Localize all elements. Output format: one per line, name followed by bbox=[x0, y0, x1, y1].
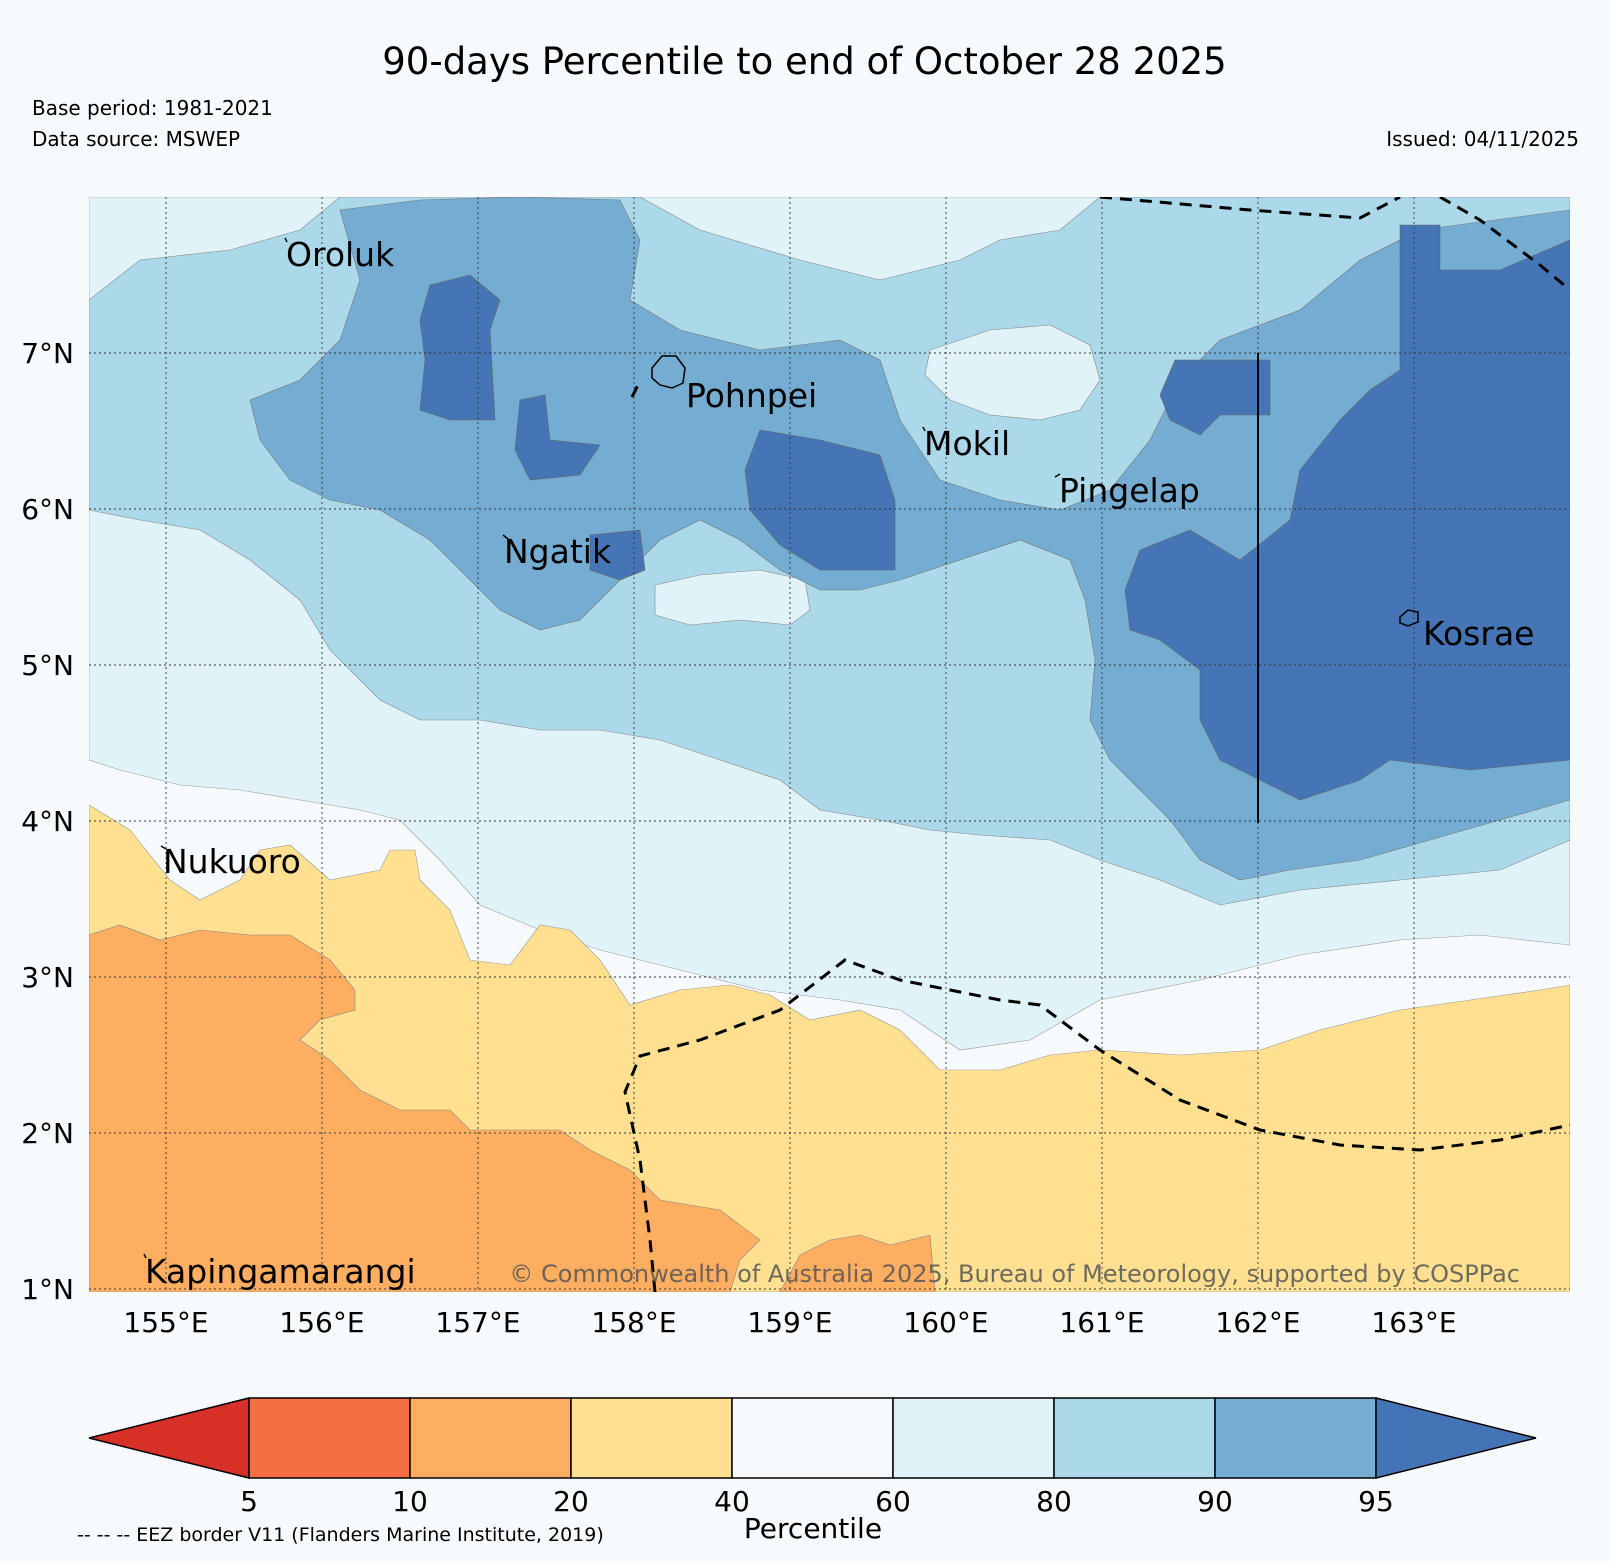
lat-label: 4°N bbox=[21, 805, 74, 838]
place-label-pingelap: Pingelap bbox=[1059, 471, 1200, 510]
colorbar-tick: 10 bbox=[392, 1485, 428, 1518]
band-95-plus-patch-4 bbox=[514, 394, 601, 481]
island-markers bbox=[143, 237, 1061, 1259]
colorbar-tick: 60 bbox=[875, 1485, 911, 1518]
colorbar-segment-90-95 bbox=[1214, 1397, 1377, 1479]
map-title: 90-days Percentile to end of October 28 … bbox=[382, 40, 1227, 83]
colorbar bbox=[88, 1397, 1537, 1479]
place-label-pohnpei: Pohnpei bbox=[686, 376, 817, 415]
base-period: Base period: 1981-2021 bbox=[32, 96, 273, 120]
lon-label: 155°E bbox=[123, 1306, 208, 1339]
colorbar-segment-5-10 bbox=[248, 1397, 411, 1479]
place-labels: Oroluk Pohnpei Mokil Pingelap Ngatik Kos… bbox=[145, 235, 1534, 1291]
lon-label: 159°E bbox=[747, 1306, 832, 1339]
eez-legend-note: -- -- -- EEZ border V11 (Flanders Marine… bbox=[77, 1524, 604, 1546]
colorbar-segment-80-90 bbox=[1053, 1397, 1216, 1479]
band-60-80-hole-2 bbox=[924, 324, 1101, 421]
colorbar-tick: 40 bbox=[714, 1485, 750, 1518]
graticule bbox=[89, 197, 1570, 1292]
band-10-20 bbox=[89, 924, 761, 1292]
data-source: Data source: MSWEP bbox=[32, 127, 241, 151]
band-95-plus-patch-2 bbox=[744, 429, 896, 571]
issued-date: Issued: 04/11/2025 bbox=[1386, 127, 1579, 151]
place-label-kosrae: Kosrae bbox=[1423, 614, 1534, 653]
band-95-plus-patch-3 bbox=[419, 274, 501, 421]
place-label-ngatik: Ngatik bbox=[504, 532, 612, 571]
band-10-20-patch bbox=[779, 1234, 936, 1292]
copyright-notice: © Commonwealth of Australia 2025, Bureau… bbox=[509, 1260, 1520, 1288]
colorbar-tick: 5 bbox=[240, 1485, 258, 1518]
colorbar-segment-40-60 bbox=[731, 1397, 894, 1479]
percentile-map bbox=[89, 197, 1570, 1292]
latitude-labels: 1°N 2°N 3°N 4°N 5°N 6°N 7°N bbox=[21, 337, 74, 1306]
lat-label: 6°N bbox=[21, 493, 74, 526]
lon-label: 158°E bbox=[591, 1306, 676, 1339]
colorbar-ticks: 5 10 20 40 60 80 90 95 bbox=[240, 1485, 1394, 1518]
place-label-kapingamarangi: Kapingamarangi bbox=[145, 1252, 416, 1291]
colorbar-tick: 95 bbox=[1358, 1485, 1394, 1518]
lat-label: 3°N bbox=[21, 961, 74, 994]
lon-label: 162°E bbox=[1215, 1306, 1300, 1339]
lat-label: 1°N bbox=[21, 1273, 74, 1306]
place-label-mokil: Mokil bbox=[924, 424, 1010, 463]
lon-label: 156°E bbox=[279, 1306, 364, 1339]
lat-label: 2°N bbox=[21, 1117, 74, 1150]
colorbar-label: Percentile bbox=[744, 1512, 882, 1545]
lon-label: 157°E bbox=[435, 1306, 520, 1339]
lat-label: 5°N bbox=[21, 649, 74, 682]
kosrae-island-outline bbox=[1399, 609, 1419, 627]
place-label-nukuoro: Nukuoro bbox=[163, 842, 301, 881]
lat-label: 7°N bbox=[21, 337, 74, 370]
band-95-plus-patch-1 bbox=[1159, 359, 1271, 436]
colorbar-segment-below-5 bbox=[88, 1397, 250, 1479]
colorbar-segment-60-80 bbox=[892, 1397, 1055, 1479]
pohnpei-island-outline bbox=[651, 355, 686, 389]
colorbar-tick: 80 bbox=[1036, 1485, 1072, 1518]
colorbar-tick: 20 bbox=[553, 1485, 589, 1518]
band-95-plus-east bbox=[1124, 224, 1570, 801]
longitude-labels: 155°E 156°E 157°E 158°E 159°E 160°E 161°… bbox=[123, 1306, 1456, 1339]
lon-label: 160°E bbox=[903, 1306, 988, 1339]
lon-label: 161°E bbox=[1059, 1306, 1144, 1339]
colorbar-segment-20-40 bbox=[570, 1397, 733, 1479]
band-60-80-hole bbox=[654, 569, 811, 626]
colorbar-segment-above-95 bbox=[1375, 1397, 1537, 1479]
colorbar-tick: 90 bbox=[1197, 1485, 1233, 1518]
eez-border bbox=[623, 197, 1570, 1292]
band-95-plus-patch-5 bbox=[589, 529, 646, 581]
place-label-oroluk: Oroluk bbox=[286, 235, 395, 274]
colorbar-segment-10-20 bbox=[409, 1397, 572, 1479]
lon-label: 163°E bbox=[1371, 1306, 1456, 1339]
